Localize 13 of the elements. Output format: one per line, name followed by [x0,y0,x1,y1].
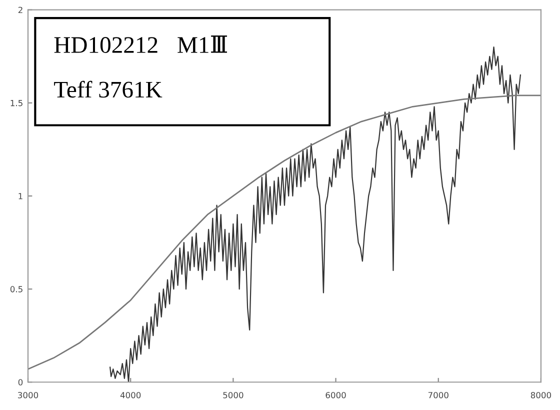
x-tick-label: 8000 [530,392,552,398]
x-tick-label: 6000 [326,392,346,398]
y-tick-label: 2 [18,6,22,14]
y-tick-label: 0 [18,379,23,386]
y-tick-label: 1 [18,193,22,200]
x-tick-label: 5000 [223,392,244,398]
x-tick-label: 4000 [120,392,141,398]
annotation: Teff 3761K [54,80,162,98]
x-tick-label: 3000 [18,392,38,398]
y-tick-label: 1.5 [10,100,22,106]
y-tick-label: 0.5 [10,286,22,292]
x-tick-label: 7000 [428,392,448,398]
annotation: HD102212 M1Ⅲ [54,36,227,53]
